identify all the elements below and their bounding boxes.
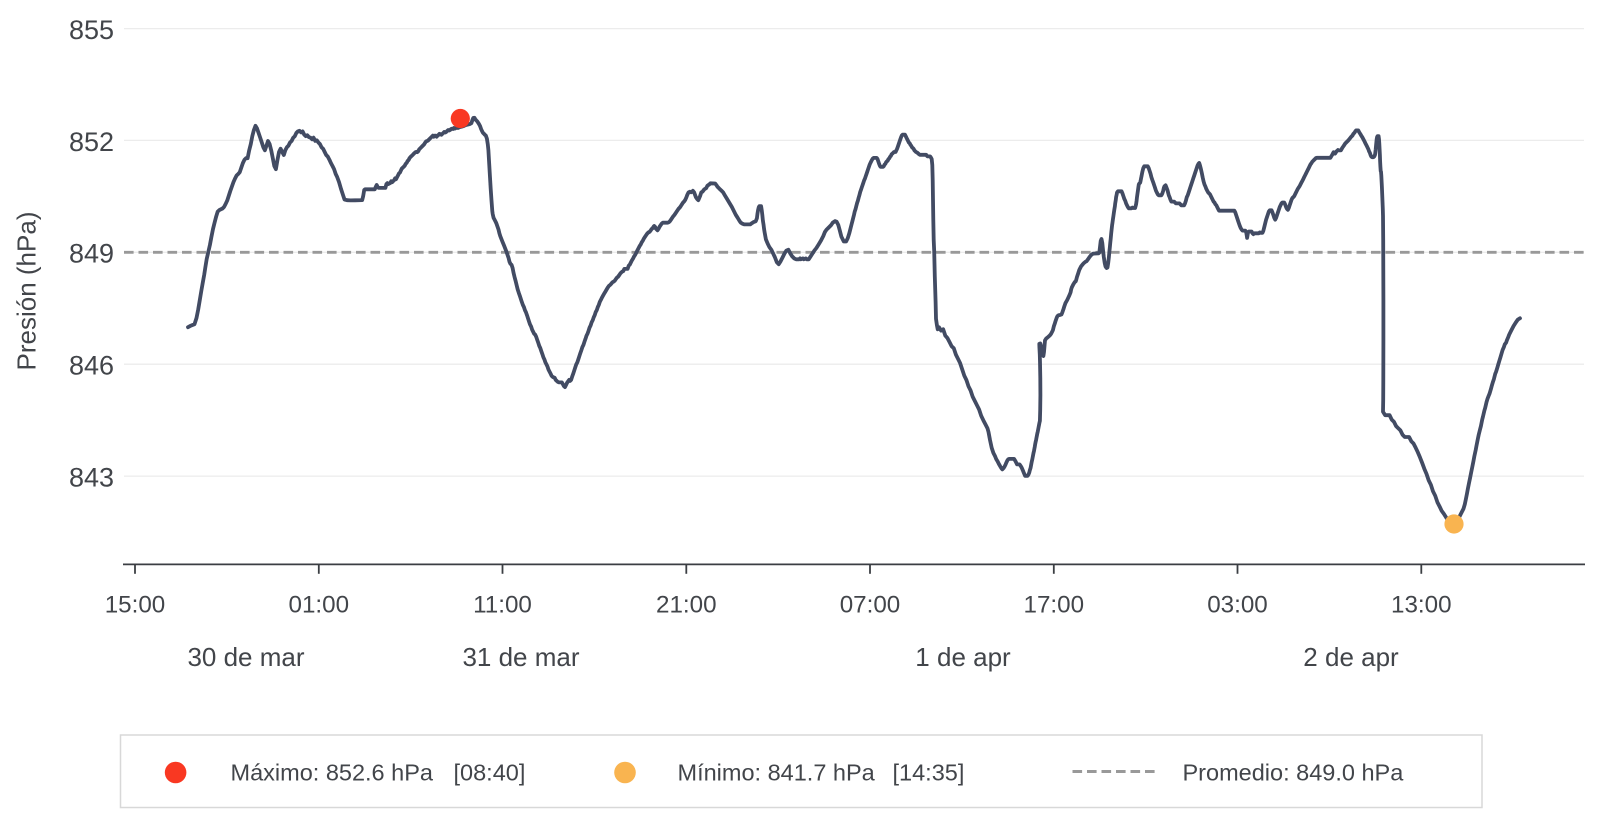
svg-text:Máximo: 852.6 hPa: Máximo: 852.6 hPa — [231, 760, 434, 786]
svg-text:03:00: 03:00 — [1207, 592, 1268, 619]
svg-text:15:00: 15:00 — [105, 592, 166, 619]
svg-text:Promedio: 849.0 hPa: Promedio: 849.0 hPa — [1183, 760, 1405, 786]
svg-text:01:00: 01:00 — [289, 592, 350, 619]
svg-text:843: 843 — [69, 463, 114, 493]
svg-text:[08:40]: [08:40] — [454, 760, 526, 786]
svg-text:2 de apr: 2 de apr — [1303, 642, 1399, 672]
svg-text:852: 852 — [69, 127, 114, 157]
svg-text:[14:35]: [14:35] — [893, 760, 965, 786]
svg-text:Mínimo: 841.7 hPa: Mínimo: 841.7 hPa — [678, 760, 876, 786]
svg-text:846: 846 — [69, 351, 114, 381]
svg-text:30 de mar: 30 de mar — [187, 642, 304, 672]
svg-text:17:00: 17:00 — [1024, 592, 1085, 619]
svg-text:07:00: 07:00 — [840, 592, 901, 619]
svg-text:31 de mar: 31 de mar — [462, 642, 579, 672]
svg-text:13:00: 13:00 — [1391, 592, 1452, 619]
svg-text:849: 849 — [69, 239, 114, 269]
svg-text:1 de apr: 1 de apr — [915, 642, 1011, 672]
svg-text:11:00: 11:00 — [473, 592, 532, 619]
svg-text:21:00: 21:00 — [656, 592, 717, 619]
svg-text:Presión (hPa): Presión (hPa) — [12, 212, 42, 371]
svg-text:855: 855 — [69, 15, 114, 45]
